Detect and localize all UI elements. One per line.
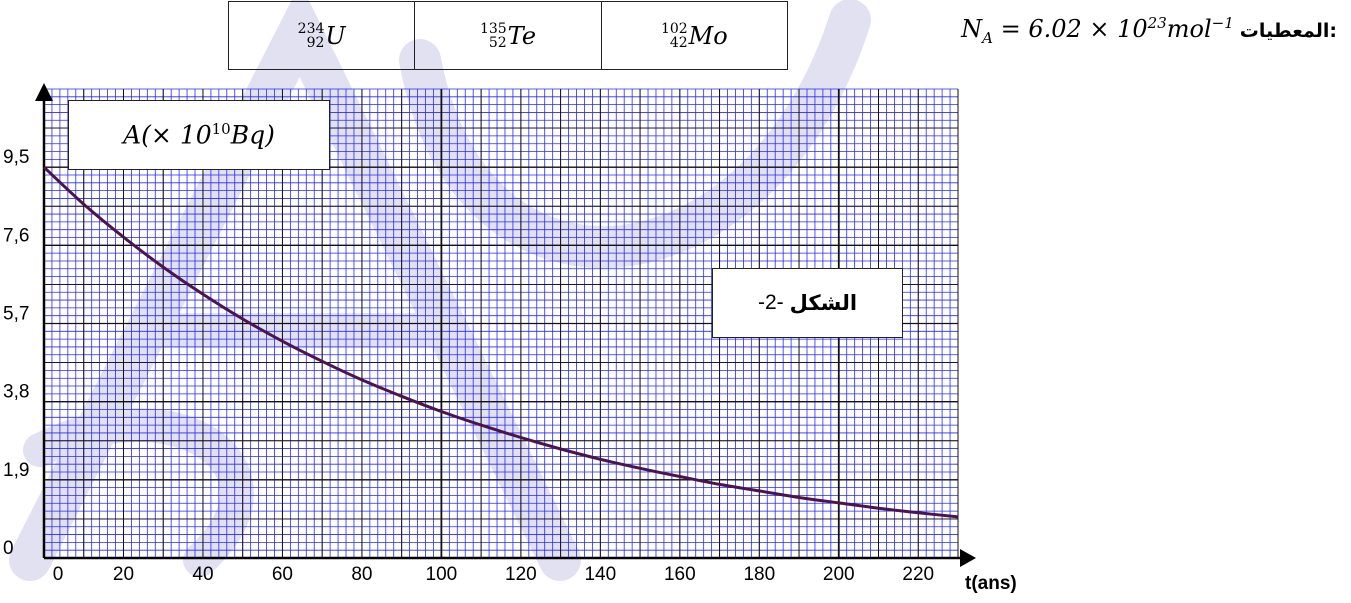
- given-label: المعطيات:: [1239, 20, 1337, 42]
- atomic-number: 42: [669, 34, 688, 51]
- mass-number: 102: [660, 20, 688, 37]
- curve-layer: [42, 166, 959, 519]
- mass-number: 135: [479, 20, 507, 37]
- figure-label-box: الشكل -2-: [712, 268, 903, 338]
- mass-number: 234: [297, 20, 325, 37]
- x-tick-label: 160: [664, 564, 696, 585]
- figure-label-number: -2-: [757, 291, 784, 314]
- y-tick-label: 5,7: [3, 304, 29, 325]
- element-symbol: Mo: [688, 21, 728, 50]
- y-axis-label-unit: Bq): [230, 120, 275, 150]
- nuclide-cell-tellurium: 135 52 Te: [415, 2, 602, 69]
- nuclide-table: 234 92 U 135 52 Te 102 42 Mo: [228, 1, 788, 70]
- element-symbol: U: [325, 21, 346, 50]
- y-tick-label: 7,6: [3, 225, 29, 246]
- nuclide-indices: 102 42: [661, 22, 688, 50]
- atomic-number: 92: [306, 34, 325, 51]
- nuclide-cell-molybdenum: 102 42 Mo: [602, 2, 787, 69]
- x-axis-label: t(ans): [965, 573, 1017, 594]
- avogadro-equation: = 6.02 × 10: [992, 15, 1148, 43]
- nuclide-indices: 234 92: [298, 22, 325, 50]
- avogadro-exponent: 23: [1147, 14, 1167, 32]
- x-tick-label: 140: [584, 564, 616, 585]
- y-tick-labels: 0 1,9 3,8 5,7 7,6 9,5: [3, 147, 29, 559]
- x-axis-arrow-icon: [960, 549, 976, 567]
- atomic-number: 52: [488, 34, 507, 51]
- avogadro-unit: mol: [1166, 15, 1212, 43]
- x-tick-label: 180: [743, 564, 775, 585]
- nuclide-cell-uranium: 234 92 U: [229, 2, 416, 69]
- x-tick-label: 120: [505, 564, 537, 585]
- avogadro-formula: NA = 6.02 × 1023mol−1: [961, 14, 1234, 47]
- x-tick-label: 100: [426, 564, 458, 585]
- x-tick-label: 20: [113, 564, 134, 585]
- y-axis-label-base: A(× 10: [123, 120, 212, 150]
- avogadro-unit-exponent: −1: [1211, 14, 1234, 32]
- y-tick-label: 1,9: [3, 460, 29, 481]
- figure-label-word: الشكل: [789, 291, 858, 315]
- element-symbol: Te: [507, 21, 537, 50]
- x-tick-label: 0: [53, 564, 64, 585]
- y-axis-arrow-icon: [35, 83, 53, 101]
- y-axis-label: A(× 1010Bq): [123, 120, 275, 149]
- given-data: NA = 6.02 × 1023mol−1 المعطيات:: [961, 14, 1337, 47]
- avogadro-subscript: A: [982, 28, 993, 47]
- y-axis-label-exponent: 10: [211, 120, 231, 139]
- activity-chart: 0 20 40 60 80 100 120 140 160 180 200 220 0 1,9 3,8 5,…: [3, 83, 1017, 594]
- activity-decay-curve: [42, 166, 959, 519]
- y-tick-label: 9,5: [3, 147, 29, 168]
- y-axis-label-box: A(× 1010Bq): [68, 100, 330, 170]
- x-tick-labels: 0 20 40 60 80 100 120 140 160 180 200 220: [53, 564, 934, 585]
- y-tick-label: 3,8: [3, 382, 29, 403]
- nuclide-indices: 135 52: [480, 22, 507, 50]
- y-tick-label: 0: [3, 538, 14, 559]
- avogadro-symbol: N: [961, 15, 983, 43]
- x-tick-label: 80: [351, 564, 372, 585]
- x-tick-label: 60: [272, 564, 293, 585]
- x-tick-label: 200: [823, 564, 855, 585]
- x-tick-label: 220: [902, 564, 934, 585]
- x-tick-label: 40: [192, 564, 213, 585]
